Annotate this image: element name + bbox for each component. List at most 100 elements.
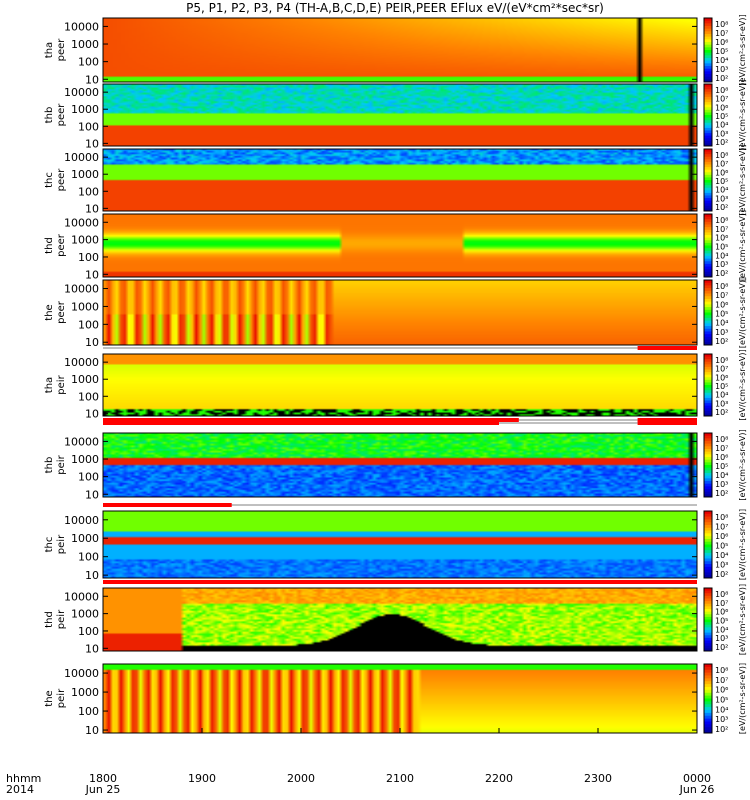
flag-bar xyxy=(103,503,232,507)
flag-bar xyxy=(637,421,697,425)
colorbar-tick-label: 10⁶ xyxy=(715,453,728,462)
colorbar-segment xyxy=(704,364,712,368)
colorbar-tick-label: 10³ xyxy=(715,328,728,337)
colorbar-segment xyxy=(704,561,712,565)
colorbar-segment xyxy=(704,293,712,297)
colorbar-segment xyxy=(704,609,712,613)
heatmap-tha-peir xyxy=(103,354,697,416)
colorbar-segment xyxy=(704,174,712,178)
colorbar-segment xyxy=(704,413,712,417)
colorbar-segment xyxy=(704,695,712,699)
colorbar-segment xyxy=(704,288,712,292)
colorbar-segment xyxy=(704,261,712,265)
colorbar-segment xyxy=(704,397,712,401)
y-axis-label: the xyxy=(44,690,55,706)
colorbar-segment xyxy=(704,274,712,278)
colorbar-frame xyxy=(703,213,713,278)
colorbar-segment xyxy=(704,227,712,231)
colorbar-segment xyxy=(704,379,712,383)
colorbar-segment xyxy=(704,237,712,241)
colorbar-segment xyxy=(704,475,712,479)
colorbar-segment xyxy=(704,266,712,270)
colorbar-segment xyxy=(704,31,712,35)
colorbar-segment xyxy=(704,601,712,605)
colorbar-segment xyxy=(704,50,712,54)
colorbar-tick-label: 10⁴ xyxy=(715,551,728,560)
colorbar-segment xyxy=(704,522,712,526)
colorbar-tick-label: 10⁴ xyxy=(715,471,728,480)
colorbar-segment xyxy=(704,727,712,731)
panel-frame xyxy=(102,279,698,346)
colorbar-segment xyxy=(704,167,712,171)
heatmap-tha-peer xyxy=(103,18,697,82)
colorbar-segment xyxy=(704,630,712,634)
x-tick-label: 2300 xyxy=(584,772,612,785)
y-axis-label: peir xyxy=(56,534,67,554)
colorbar-segment xyxy=(704,410,712,414)
colorbar-segment xyxy=(704,253,712,257)
y-tick-label: 100 xyxy=(78,551,99,564)
x-tick-label: 0000 xyxy=(683,772,711,785)
colorbar-segment xyxy=(704,208,712,212)
panel-frame xyxy=(102,432,698,498)
colorbar-segment xyxy=(704,290,712,295)
colorbar-segment xyxy=(704,315,712,319)
colorbar-segment xyxy=(704,317,712,322)
y-axis-label: peir xyxy=(56,454,67,474)
colorbar-segment xyxy=(704,666,712,671)
colorbar-segment xyxy=(704,269,712,273)
colorbar-tick-label: 10⁷ xyxy=(715,29,728,38)
colorbar-tick-label: 10⁸ xyxy=(715,86,728,95)
colorbar-tick-label: 10⁷ xyxy=(715,599,728,608)
colorbar-tick-label: 10⁵ xyxy=(715,177,728,186)
y-tick-label: 100 xyxy=(78,185,99,198)
colorbar-tick-label: 10⁴ xyxy=(715,705,728,714)
panel-thb-peer: 10000 1000 100 10 thb peer 10⁸10⁷10⁶10⁵10⁴10³1… xyxy=(44,79,747,150)
heatmap-thb-peer xyxy=(103,84,697,146)
panel-frame xyxy=(102,17,698,83)
colorbar-segment xyxy=(704,622,712,626)
colorbar-segment xyxy=(704,611,712,615)
colorbar-segment xyxy=(704,133,712,137)
colorbar-segment xyxy=(704,550,712,554)
colorbar-segment xyxy=(704,541,712,545)
y-tick-label: 10 xyxy=(85,202,99,215)
colorbar-frame xyxy=(703,279,713,346)
colorbar-segment xyxy=(704,256,712,260)
y-axis-label: peir xyxy=(56,688,67,708)
colorbar-tick-label: 10⁶ xyxy=(715,234,728,243)
colorbar-segment xyxy=(704,473,712,477)
colorbar-title: [eV/(cm²-s-sr-eV)] xyxy=(738,584,747,655)
colorbar-segment xyxy=(704,187,712,191)
y-axis-label: thc xyxy=(44,172,55,188)
colorbar-tick-label: 10⁵ xyxy=(715,47,728,56)
colorbar-segment xyxy=(704,200,712,204)
colorbar-segment xyxy=(704,701,712,705)
colorbar-title: [eV/(cm²-s-sr-eV)] xyxy=(738,349,747,420)
x-tick-label: 1800 xyxy=(89,772,117,785)
colorbar-segment xyxy=(704,149,712,153)
x-tick-label: 2200 xyxy=(485,772,513,785)
colorbar-segment xyxy=(704,159,712,163)
colorbar-tick-label: 10⁶ xyxy=(715,686,728,695)
y-tick-label: 10000 xyxy=(64,590,99,603)
colorbar-segment xyxy=(704,102,712,106)
panel-thd-peer: 10000 1000 100 10 thd peer 10⁸10⁷10⁶10⁵10⁴10³1… xyxy=(44,210,747,281)
colorbar-segment xyxy=(704,403,712,407)
colorbar-segment xyxy=(704,575,712,579)
y-tick-label: 1000 xyxy=(71,168,99,181)
colorbar-tick-label: 10⁷ xyxy=(715,365,728,374)
colorbar-segment xyxy=(704,707,712,711)
colorbar-segment xyxy=(704,675,712,679)
colorbar-segment xyxy=(704,28,712,32)
colorbar-tick-label: 10³ xyxy=(715,480,728,489)
colorbar-segment xyxy=(704,627,712,631)
colorbar-segment xyxy=(704,219,712,223)
x-tick-label: 2000 xyxy=(287,772,315,785)
colorbar-frame xyxy=(703,17,713,83)
panel-thb-peir: 10000 1000 100 10 thb peir 10⁸10⁷10⁶10⁵10⁴10³1… xyxy=(44,421,747,501)
colorbar-tick-label: 10² xyxy=(715,643,728,652)
